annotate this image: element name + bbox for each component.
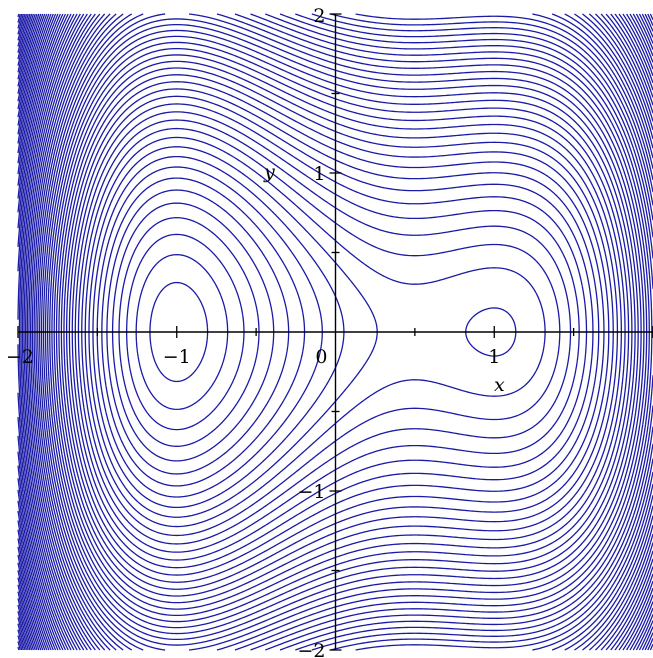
contour-line [81,127,561,537]
contour-line [17,13,653,651]
contour-line [17,13,653,651]
contour-line [17,13,653,651]
y-axis-label: y [263,161,275,183]
contour-line [101,177,306,487]
contour-line [31,13,653,651]
contour-line [71,103,588,561]
contour-line [25,13,653,651]
contour-line [17,13,25,651]
contour-line [135,253,229,411]
y-tick-label: 2 [313,5,325,27]
contour-line [17,13,28,651]
contour-line [17,13,653,651]
contour-line [96,166,323,498]
contour-line [39,13,645,651]
contour-line [106,189,290,475]
contour-line [111,202,275,462]
contour-line [17,13,33,651]
contour-line [17,13,653,651]
contour-line [17,13,21,651]
contour-line [92,155,345,509]
contour-line [77,119,572,545]
contour-line [37,13,648,651]
contour-line [68,95,594,569]
contour-line [17,13,653,651]
contour-line [21,13,653,651]
contour-line [51,47,626,617]
contour-line [17,13,653,651]
contour-line [17,13,29,651]
contour-line [28,13,653,651]
contour-line [17,13,653,651]
contour-line [46,35,633,629]
contour-line [65,88,600,576]
x-tick-label: 1 [488,346,500,368]
contour-line [17,13,653,651]
contour-line [88,146,517,518]
contour-line [17,13,653,651]
contour-line [49,41,630,623]
contour-line [42,23,639,641]
contour-line [55,60,619,604]
axis-ticks [17,13,653,651]
contour-line [30,13,653,651]
contour-line [33,13,653,651]
x-tick-label: −2 [6,346,34,368]
contour-line [118,217,260,447]
contour-line [17,13,653,651]
contour-line [60,74,610,590]
y-tick-label: −2 [297,640,325,658]
contour-line [126,233,245,431]
contour-line [17,13,653,651]
contour-line [17,13,20,651]
contour-line [17,13,653,651]
contour-line [63,81,605,583]
contour-line [17,13,653,651]
contour-line [40,18,642,646]
y-tick-label: 1 [313,163,325,185]
contour-line [17,13,26,651]
contour-line [17,13,653,651]
contour-line [20,13,653,651]
contour-line [35,13,650,651]
x-tick-label: −1 [163,346,191,368]
contour-line [17,13,23,651]
contour-line [26,13,653,651]
contour-line [17,13,653,651]
contour-line [17,13,653,651]
contour-line [84,136,546,528]
y-tick-label: −1 [297,481,325,503]
x-tick-label: 0 [315,346,327,368]
contour-line [17,13,653,651]
axes [18,14,653,650]
contour-line [53,54,622,610]
contour-line [17,13,653,651]
contour-line [149,281,209,383]
contour-line [17,13,31,651]
contour-lines [17,13,653,651]
contour-line [44,29,636,635]
contour-line [74,111,580,553]
contour-line [17,13,653,651]
contour-line [18,13,653,651]
contour-line [58,67,614,597]
tick-labels: −2 −1 0 1 2 1 −1 −2 [6,5,500,658]
x-axis-label: x [494,374,505,396]
contour-line [23,13,653,651]
